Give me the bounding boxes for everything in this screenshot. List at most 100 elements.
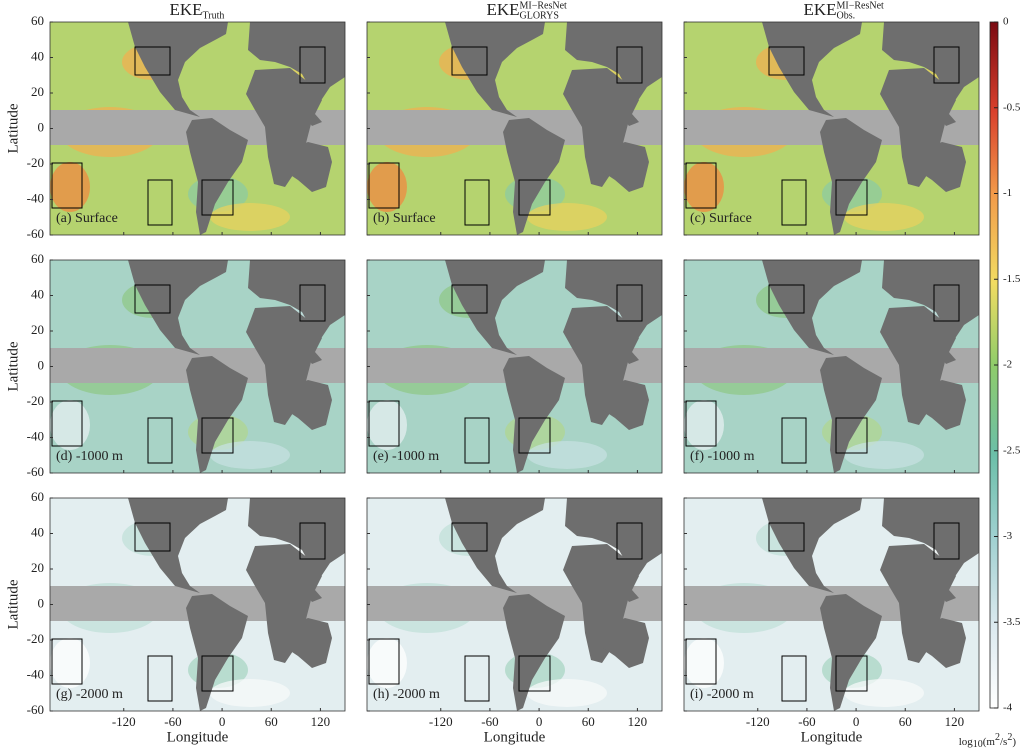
colorbar-tick-label: -1.5 <box>1003 273 1021 285</box>
y-tick-label: -40 <box>27 190 44 205</box>
x-tick-label: 120 <box>945 714 965 729</box>
label-part: /s <box>1000 736 1007 748</box>
map-content <box>367 498 662 711</box>
y-tick-label: -40 <box>27 428 44 443</box>
map-content <box>50 22 345 235</box>
x-tick-label: 120 <box>628 714 648 729</box>
panel-label: (f) -1000 m <box>690 449 755 464</box>
ocean-pattern <box>367 638 407 688</box>
y-axis-label: Latitude <box>5 341 21 391</box>
y-axis-label: Latitude <box>5 103 21 153</box>
y-tick-label: -60 <box>27 226 44 241</box>
colorbar-tick-label: -1 <box>1003 187 1012 199</box>
x-tick-label: 0 <box>853 714 860 729</box>
x-tick-label: 120 <box>311 714 331 729</box>
x-tick-label: 60 <box>582 714 595 729</box>
x-axis-label: Longitude <box>167 729 229 745</box>
ocean-pattern <box>684 162 724 212</box>
ocean-pattern <box>844 203 924 231</box>
y-tick-label: 20 <box>31 560 44 575</box>
x-tick-label: -60 <box>481 714 498 729</box>
y-tick-label: -20 <box>27 393 44 408</box>
y-tick-label: 60 <box>31 489 44 504</box>
colorbar-tick-label: -2.5 <box>1003 444 1021 456</box>
y-tick-label: 0 <box>38 357 45 372</box>
x-tick-label: -120 <box>112 714 136 729</box>
x-tick-label: 60 <box>899 714 912 729</box>
map-content <box>367 260 662 473</box>
y-tick-label: 40 <box>31 48 44 63</box>
column-title-base: EKE <box>803 0 836 19</box>
map-content <box>684 260 979 473</box>
panel-label: (i) -2000 m <box>690 687 754 702</box>
ocean-pattern <box>210 203 290 231</box>
x-tick-label: -120 <box>429 714 453 729</box>
y-tick-label: -60 <box>27 464 44 479</box>
label-part: ) <box>1012 736 1016 748</box>
y-tick-label: 40 <box>31 286 44 301</box>
colorbar-tick-label: 0 <box>1003 16 1009 28</box>
ocean-pattern <box>527 679 607 707</box>
colorbar-tick-label: -4 <box>1003 702 1013 714</box>
colorbar-tick-label: -2 <box>1003 359 1012 371</box>
x-tick-label: -60 <box>164 714 181 729</box>
colorbar-tick-label: -3 <box>1003 530 1013 542</box>
column-title-sub: Obs. <box>837 10 856 21</box>
ocean-pattern <box>50 162 90 212</box>
label-part: (m <box>983 736 996 748</box>
y-tick-label: -20 <box>27 631 44 646</box>
map-panel: (i) -2000 m -120 -60 0 60 120 Longitude <box>684 498 979 745</box>
x-tick-label: 60 <box>265 714 278 729</box>
map-panel: (g) -2000 m 60 40 20 0 -20 -40 -60 -120 -60 0 60 120… <box>5 489 345 745</box>
y-tick-label: 40 <box>31 524 44 539</box>
ocean-pattern <box>50 638 90 688</box>
label-part: log <box>959 736 974 748</box>
x-axis-label: Longitude <box>484 729 546 745</box>
panel-label: (d) -1000 m <box>56 449 123 464</box>
ocean-pattern <box>844 679 924 707</box>
ocean-pattern <box>367 162 407 212</box>
ocean-pattern <box>844 441 924 469</box>
x-axis-label: Longitude <box>801 729 863 745</box>
colorbar-tick-label: -3.5 <box>1003 616 1021 628</box>
column-title-base: EKE <box>486 0 519 19</box>
map-panel: (b) Surface <box>367 22 662 235</box>
colorbar-label: log10(m2/s2) <box>959 732 1017 750</box>
y-tick-label: 20 <box>31 84 44 99</box>
y-axis-label: Latitude <box>5 579 21 629</box>
y-tick-label: 60 <box>31 13 44 28</box>
y-tick-label: -40 <box>27 666 44 681</box>
colorbar-tick-label: -0.5 <box>1003 101 1021 113</box>
ocean-pattern <box>50 400 90 450</box>
y-tick-label: -60 <box>27 702 44 717</box>
map-panel: (e) -1000 m <box>367 260 662 473</box>
map-content <box>50 498 345 711</box>
x-tick-label: -60 <box>798 714 815 729</box>
ocean-pattern <box>527 203 607 231</box>
map-panel: (c) Surface <box>684 22 979 235</box>
y-tick-label: 0 <box>38 595 45 610</box>
map-content <box>684 22 979 235</box>
column-title-sub: Truth <box>203 10 225 21</box>
ocean-pattern <box>210 679 290 707</box>
y-tick-label: -20 <box>27 155 44 170</box>
figure-canvas: (a) Surface6040200-20-40-60Latitude(b) S… <box>0 0 1034 753</box>
x-tick-label: -120 <box>746 714 770 729</box>
panel-label: (g) -2000 m <box>56 687 123 702</box>
map-content <box>50 260 345 473</box>
panel-label: (a) Surface <box>56 211 118 226</box>
panel-label: (h) -2000 m <box>373 687 440 702</box>
map-content <box>684 498 979 711</box>
map-content <box>367 22 662 235</box>
y-tick-label: 60 <box>31 251 44 266</box>
panel-label: (b) Surface <box>373 211 436 226</box>
x-tick-label: 0 <box>219 714 226 729</box>
ocean-pattern <box>684 400 724 450</box>
ocean-pattern <box>527 441 607 469</box>
ocean-pattern <box>210 441 290 469</box>
y-tick-label: 0 <box>38 119 45 134</box>
label-part: 10 <box>973 739 983 750</box>
ocean-pattern <box>367 400 407 450</box>
column-title-base: EKE <box>169 0 202 19</box>
